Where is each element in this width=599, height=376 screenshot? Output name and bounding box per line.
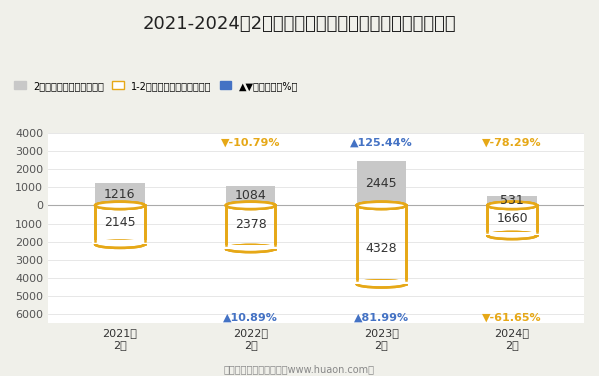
Ellipse shape — [487, 202, 537, 209]
Legend: 2月期货成交金额（亿元）, 1-2月期货成交金额（亿元）, ▲▼同比增长（%）: 2月期货成交金额（亿元）, 1-2月期货成交金额（亿元）, ▲▼同比增长（%） — [10, 77, 302, 95]
Ellipse shape — [226, 245, 276, 252]
Text: 2378: 2378 — [235, 218, 267, 231]
Text: 1660: 1660 — [497, 212, 528, 226]
Bar — [95, 183, 145, 205]
Text: 2021-2024年2月郑州商品交易所涤纶短纤期货成交金额: 2021-2024年2月郑州商品交易所涤纶短纤期货成交金额 — [143, 15, 456, 33]
Ellipse shape — [95, 202, 145, 209]
Text: ▼-61.65%: ▼-61.65% — [482, 312, 542, 322]
Bar — [354, 280, 409, 284]
Text: 4328: 4328 — [365, 242, 397, 255]
Text: ▲125.44%: ▲125.44% — [350, 137, 413, 147]
Bar — [223, 244, 278, 249]
Ellipse shape — [356, 202, 406, 209]
Text: 2145: 2145 — [104, 217, 136, 229]
Text: 1084: 1084 — [235, 189, 267, 202]
Bar — [226, 186, 276, 205]
Text: 制图：华经产业研究院（www.huaon.com）: 制图：华经产业研究院（www.huaon.com） — [224, 364, 375, 374]
Ellipse shape — [356, 280, 406, 288]
Text: ▲10.89%: ▲10.89% — [223, 312, 278, 322]
Text: ▲81.99%: ▲81.99% — [354, 312, 409, 322]
Ellipse shape — [487, 202, 537, 209]
Bar — [92, 240, 147, 244]
Bar — [356, 161, 406, 205]
Bar — [225, 245, 277, 249]
Text: ▼-78.29%: ▼-78.29% — [482, 137, 542, 147]
Text: 1216: 1216 — [104, 188, 135, 201]
Ellipse shape — [226, 202, 276, 209]
Text: 531: 531 — [500, 194, 524, 207]
Ellipse shape — [95, 202, 145, 209]
Ellipse shape — [95, 241, 145, 248]
Bar — [93, 241, 146, 244]
Bar — [487, 196, 537, 205]
Bar — [486, 232, 539, 235]
Bar — [355, 280, 407, 284]
Text: 2445: 2445 — [365, 177, 397, 190]
Text: ▼-10.79%: ▼-10.79% — [221, 137, 280, 147]
Ellipse shape — [487, 232, 537, 239]
Ellipse shape — [356, 202, 406, 209]
Ellipse shape — [226, 202, 276, 209]
Bar — [485, 232, 540, 235]
